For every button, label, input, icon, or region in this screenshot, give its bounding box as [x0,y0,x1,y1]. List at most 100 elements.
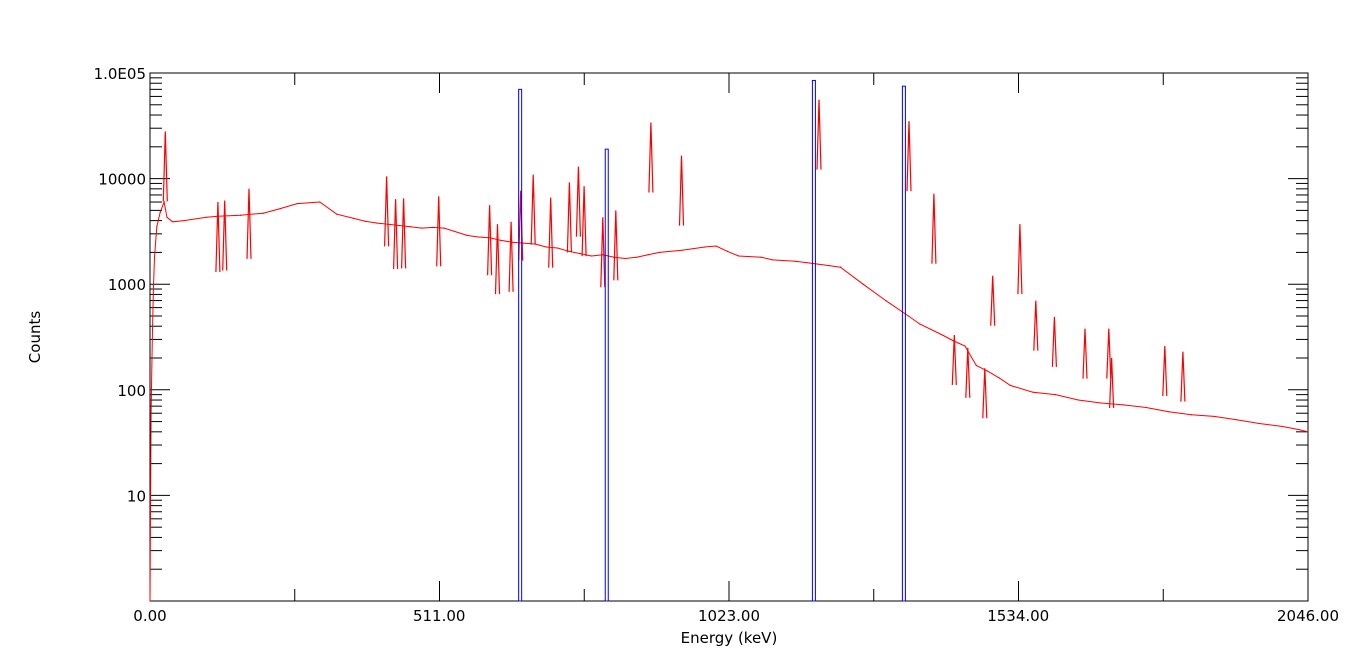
spectrum-peak [222,200,228,271]
spectrum-peak [215,201,221,273]
spectrum-point [443,227,445,229]
x-tick-label: 1534.00 [987,607,1049,625]
spectrum-peak [816,99,822,170]
spectrum-peak [530,174,536,245]
spectrum-peak [1051,316,1057,367]
spectrum-peak [648,122,654,193]
spectrum-point [1168,411,1170,413]
spectrum-point [568,250,570,252]
spectrum-point [1077,399,1079,401]
peak-marker-bar [811,79,816,602]
spectrum-peak [982,368,988,419]
spectrum-peak [1162,345,1168,397]
spectrum-peak [494,224,501,295]
spectrum-point [545,246,547,248]
spectrum-point [964,345,966,347]
spectrum-peak [246,188,252,259]
spectrum-peak [678,155,685,226]
spectrum-point [556,247,559,249]
spectrum-peak [1106,328,1112,379]
spectrum-point [919,323,921,325]
spectrum-point [1236,419,1238,421]
x-tick-label: 2046.00 [1277,607,1339,625]
spectrum-point [239,214,242,216]
spectrum-point [726,250,728,252]
spectrum-point [1298,428,1300,431]
spectrum-point [862,283,864,285]
spectrum-point [398,224,400,227]
spectrum-peak [487,205,493,276]
spectrum-point [998,377,1000,379]
spectrum-peak [1033,300,1039,351]
spectrum-peak [906,121,912,192]
x-tick-labels: 0.00 511.00 1023.00 1534.00 2046.00 [133,607,1339,625]
spectrum-continuum-line [149,200,1309,602]
spectrum-point [522,242,525,244]
spectrum-peak [1082,328,1088,379]
spectrum-point [156,226,158,228]
spectrum-point [579,252,581,255]
marker-layer [518,79,906,602]
y-minor-ticks [150,77,1308,570]
y-tick-label: 10000 [98,171,146,189]
spectrum-point [409,226,411,228]
spectrum-point [805,262,808,264]
spectrum-point [738,255,740,257]
spectrum-point [647,254,649,256]
spectrum-point [477,236,479,238]
spectrum-point [149,600,151,602]
spectrum-point [771,259,774,261]
spectrum-point [1307,431,1309,433]
spectrum-point [421,227,423,229]
spectrum-peak [162,131,168,202]
spectrum-peak [931,193,937,264]
y-tick-label: 10 [127,487,146,505]
spectrum-point [1032,391,1034,393]
y-axis-title: Counts [26,311,44,364]
spectrum-point [488,237,491,239]
spectrum-point [279,207,281,210]
spectrum-peak [384,176,390,247]
spectrum-point [602,254,604,256]
spectrum-point [205,216,208,218]
y-tick-label: 1000 [108,276,146,294]
spectrum-point [183,220,185,222]
spectrum-point [364,220,366,222]
spectrum-point [166,216,168,218]
x-tick-label: 511.00 [413,607,466,625]
spectrum-peak [600,217,606,288]
spectrum-point [1190,414,1193,416]
spectrum-point [839,266,842,268]
spectrum-peak [1180,351,1186,402]
spectrum-point [975,364,977,367]
spectrum-point [353,217,355,219]
spectrum-point [794,260,796,262]
spectrum-point [152,288,154,290]
series-layer [149,99,1309,602]
spectrum-point [658,251,660,254]
spectrum-point [1145,406,1147,409]
spectrum-point [1213,415,1215,417]
spectrum-peak [1017,224,1023,295]
spectrum-point [500,239,502,241]
spectrum-peak [393,199,399,270]
spectrum-point [172,221,174,223]
spectrum-peak [401,198,407,269]
y-tick-labels: 10 100 1000 10000 1.0E05 [94,65,146,505]
spectrum-point [636,256,638,258]
spectrum-point [262,212,264,214]
spectrum-point [828,265,830,267]
spectrum-peak [951,334,957,386]
spectrum-peak [436,196,442,267]
spectrum-point [150,412,152,414]
spectrum-point [1258,422,1260,425]
plot-frame [149,72,1309,602]
spectrum-point [159,211,161,213]
spectrum-point [1009,384,1011,387]
spectrum-point [885,299,887,302]
spectrum-peak [613,210,619,281]
spectrum-point [715,245,717,247]
y-ticks [150,72,1308,496]
spectrum-peak [566,182,572,253]
